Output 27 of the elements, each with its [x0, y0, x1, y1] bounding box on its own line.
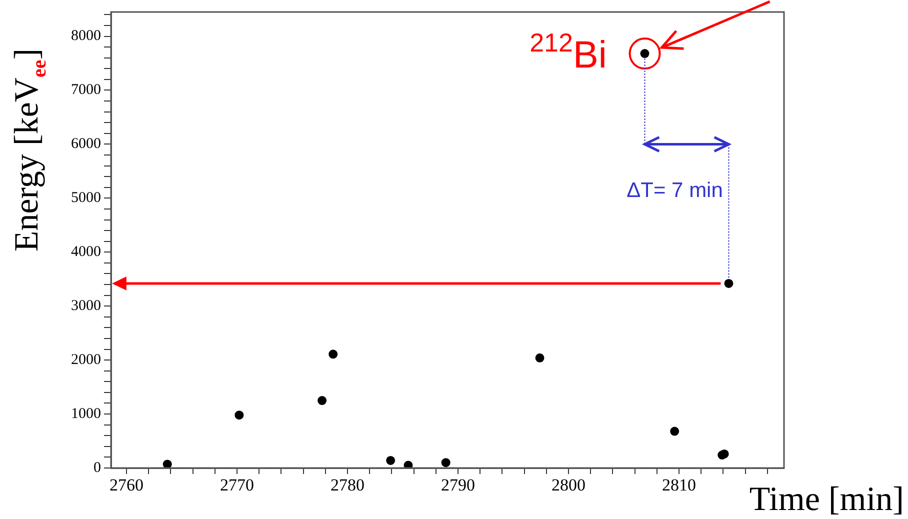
- point: [318, 396, 327, 406]
- point: [724, 278, 734, 288]
- point: [162, 460, 172, 468]
- point: [404, 460, 413, 468]
- y-tick-label: 0: [94, 460, 101, 476]
- x-tick-label: 2800: [552, 476, 586, 495]
- y-tick-label: 4000: [71, 244, 101, 260]
- point: [234, 410, 244, 420]
- x-tick-label: 2780: [330, 476, 364, 495]
- point: [535, 353, 544, 362]
- point: [670, 426, 680, 436]
- x-axis-title: Time [min]: [749, 481, 904, 519]
- point: [441, 458, 450, 468]
- x-tick-label: 2790: [441, 476, 475, 495]
- annotation: ΔT= 7 min: [626, 179, 723, 202]
- x-tick-label: 2760: [109, 476, 144, 495]
- x-tick-label: 2810: [662, 476, 696, 495]
- y-tick-label: 3000: [71, 298, 101, 314]
- point: [328, 350, 338, 359]
- y-tick-label: 2000: [71, 352, 101, 368]
- y-tick-label: 8000: [71, 28, 101, 44]
- x-tick-label: 2770: [220, 476, 254, 495]
- y-tick-label: 6000: [71, 136, 101, 152]
- point: [386, 456, 396, 465]
- y-tick-label: 1000: [71, 406, 101, 422]
- y-tick-label: 5000: [71, 190, 101, 206]
- y-tick-label: 7000: [71, 82, 101, 98]
